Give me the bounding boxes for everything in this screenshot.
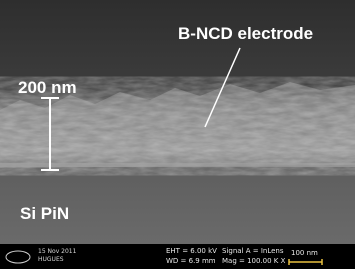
scale-bar-label: 100 nm <box>291 249 318 257</box>
sem-image: B-NCD electrode 200 nm Si PiN 15 Nov 201… <box>0 0 355 269</box>
scale-label: 200 nm <box>18 78 77 97</box>
operator: HUGUES <box>38 256 64 263</box>
signal: Signal A = InLens <box>222 247 284 255</box>
substrate-label: Si PiN <box>20 204 69 223</box>
interface <box>0 163 355 167</box>
mag: Mag = 100.00 K X <box>222 257 286 265</box>
film-label: B-NCD electrode <box>178 24 313 43</box>
date: 15 Nov 2011 <box>38 248 77 255</box>
wd: WD = 6.9 mm <box>166 257 216 265</box>
eht: EHT = 6.00 kV <box>166 247 217 255</box>
